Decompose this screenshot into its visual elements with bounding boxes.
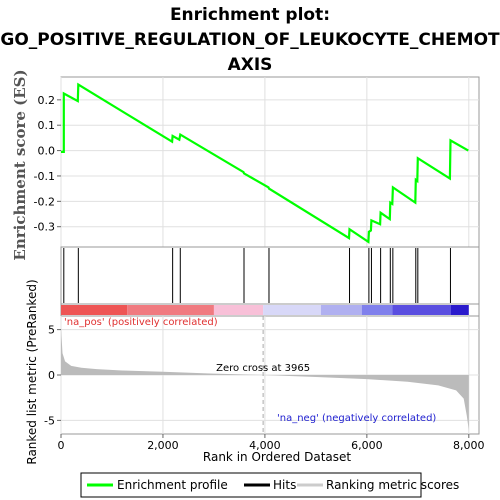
es-y-axis-label: Enrichment score (ES) bbox=[11, 69, 29, 260]
hit-lines bbox=[63, 248, 451, 303]
x-tick-label: 6,000 bbox=[351, 439, 383, 452]
rank-color-segment bbox=[127, 305, 214, 315]
rank-color-segment bbox=[320, 305, 362, 315]
legend: Enrichment profile Hits Ranking metric s… bbox=[80, 472, 459, 498]
neg-label: 'na_neg' (negatively correlated) bbox=[277, 413, 436, 424]
es-y-ticks: 0.2 0.1 0.0 -0.1 -0.2 -0.3 bbox=[34, 94, 61, 234]
legend-label-enrichment-profile: Enrichment profile bbox=[117, 478, 228, 492]
es-panel: 0.2 0.1 0.0 -0.1 -0.2 -0.3 Enrichment score (… bbox=[11, 69, 480, 261]
title-line-2: GO_POSITIVE_REGULATION_OF_LEUKOCYTE_CHEM… bbox=[0, 30, 500, 50]
x-axis-label: Rank in Ordered Dataset bbox=[203, 450, 351, 464]
legend-label-hits: Hits bbox=[273, 478, 296, 492]
es-grid bbox=[60, 77, 479, 247]
x-tick-label: 0 bbox=[58, 439, 65, 452]
rank-tick-label: 5 bbox=[48, 324, 55, 337]
legend-label-ranking-metric: Ranking metric scores bbox=[326, 478, 459, 492]
x-tick-label: 8,000 bbox=[453, 439, 485, 452]
hits-panel bbox=[60, 246, 480, 305]
es-panel-frame bbox=[60, 76, 480, 248]
rank-color-bar-segments bbox=[61, 305, 469, 315]
es-tick-label: 0.0 bbox=[38, 145, 56, 158]
pos-label: 'na_pos' (positively correlated) bbox=[64, 317, 218, 328]
ranked-metric-y-axis-label: Ranked list metric (PreRanked) bbox=[25, 279, 39, 464]
rank-color-segment bbox=[213, 305, 264, 315]
rank-color-segment bbox=[392, 305, 451, 315]
es-tick-label: 0.2 bbox=[38, 94, 56, 107]
es-tick-label: 0.1 bbox=[38, 119, 56, 132]
rank-tick-label: 0 bbox=[48, 369, 55, 382]
rank-tick-label: -5 bbox=[44, 414, 55, 427]
x-tick-label: 2,000 bbox=[147, 439, 179, 452]
x-tick-label: 4,000 bbox=[249, 439, 281, 452]
title-line-3: AXIS bbox=[228, 55, 273, 75]
es-tick-label: -0.3 bbox=[34, 221, 55, 234]
ranked-metric-y-ticks: 5 0 -5 bbox=[44, 324, 61, 427]
rank-color-segment bbox=[61, 305, 128, 315]
rank-color-segment bbox=[263, 305, 321, 315]
ranked-metric-panel: Zero cross at 3965 'na_pos' (positively … bbox=[25, 279, 485, 464]
hits-panel-frame bbox=[60, 246, 480, 305]
rank-color-bar bbox=[60, 303, 480, 317]
zero-cross-label: Zero cross at 3965 bbox=[216, 363, 310, 374]
es-tick-label: -0.1 bbox=[34, 170, 55, 183]
es-tick-label: -0.2 bbox=[34, 195, 55, 208]
enrichment-profile-line bbox=[61, 82, 469, 244]
x-axis-ticks: 0 2,000 4,000 6,000 8,000 bbox=[58, 434, 485, 452]
rank-color-segment bbox=[361, 305, 393, 315]
title-line-1: Enrichment plot: bbox=[170, 5, 330, 25]
ranking-metric-area bbox=[61, 327, 469, 431]
rank-color-segment bbox=[450, 305, 469, 315]
